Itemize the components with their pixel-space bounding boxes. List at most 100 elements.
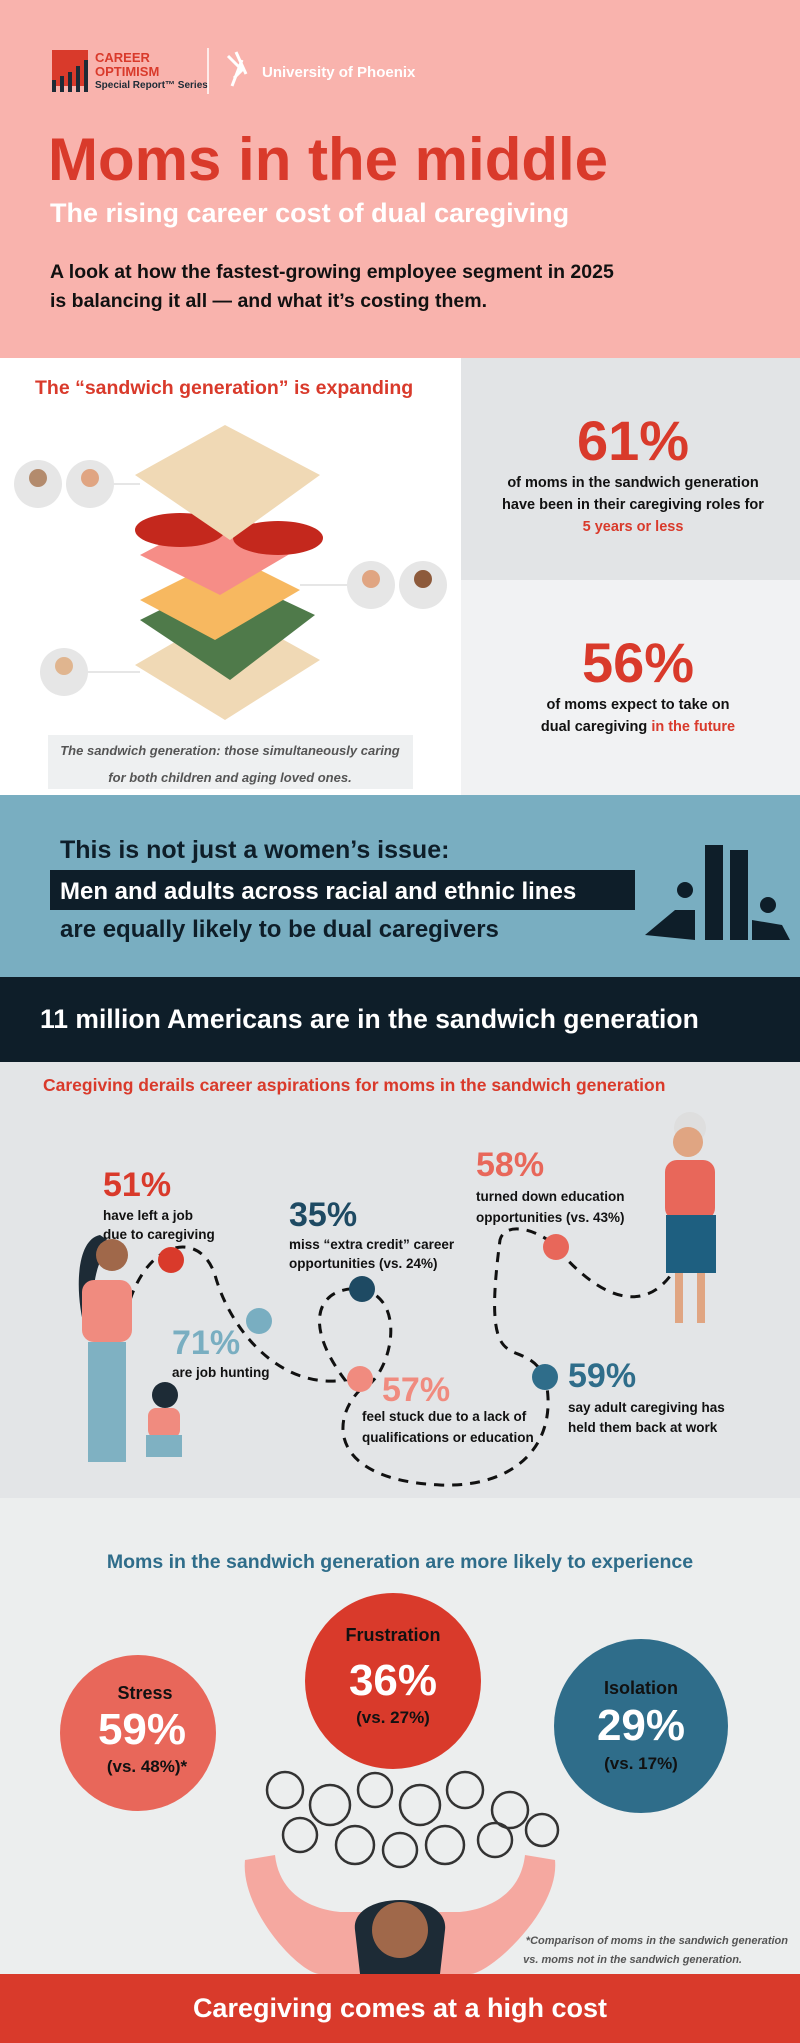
banner: 11 million Americans are in the sandwich…	[40, 1004, 699, 1034]
journey-path	[128, 1227, 682, 1487]
emotion-label: Frustration	[345, 1625, 440, 1645]
equality-line: This is not just a women’s issue:	[60, 836, 449, 864]
partner-logo	[226, 51, 248, 87]
dot	[543, 1234, 569, 1260]
stat-text: have been in their caregiving roles for	[502, 497, 764, 513]
emotion-label: Stress	[117, 1683, 172, 1703]
scribble	[381, 1831, 419, 1869]
intro-line: A look at how the fastest-growing employ…	[50, 261, 614, 283]
stat-highlight: in the future	[651, 719, 735, 735]
scribbles	[265, 1770, 560, 1869]
brand-line: OPTIMISM	[95, 64, 159, 79]
icon-part	[677, 882, 693, 898]
mother-child-illustration	[78, 1235, 182, 1462]
intro-line: is balancing it all — and what it’s cost…	[50, 290, 487, 312]
career-text: are job hunting	[172, 1365, 270, 1380]
child-skirt	[146, 1435, 182, 1457]
scribble	[308, 1783, 352, 1827]
emotion-value: 59%	[98, 1705, 186, 1754]
avatar-face	[362, 570, 380, 588]
dot	[349, 1276, 375, 1302]
scribble	[445, 1770, 485, 1810]
head	[673, 1127, 703, 1157]
avatar-face	[55, 657, 73, 675]
avatar-face	[414, 570, 432, 588]
career-text: miss “extra credit” career	[289, 1237, 455, 1252]
scribble	[356, 1771, 394, 1809]
dot	[532, 1364, 558, 1390]
icon-part	[760, 897, 776, 913]
leg	[675, 1273, 683, 1323]
skirt	[666, 1215, 716, 1273]
cheese	[140, 555, 300, 640]
stat-text: of moms in the sandwich generation	[507, 475, 758, 491]
caption: for both children and aging loved ones.	[108, 770, 351, 785]
highlight-box	[50, 870, 635, 910]
stat-highlight: 5 years or less	[583, 519, 684, 535]
footnote: *Comparison of moms in the sandwich gene…	[526, 1935, 788, 1947]
stat-text: dual caregiving in the future	[541, 719, 735, 735]
icon-part	[730, 850, 748, 940]
isolation-circle	[554, 1639, 728, 1813]
shirt	[82, 1280, 132, 1342]
career-text: feel stuck due to a lack of	[362, 1409, 527, 1424]
career-value: 59%	[568, 1357, 636, 1395]
child-shirt	[148, 1408, 180, 1438]
career-text: opportunities (vs. 43%)	[476, 1210, 625, 1225]
emotion-value: 29%	[597, 1701, 685, 1750]
scribble	[490, 1790, 530, 1830]
child-hair	[152, 1382, 178, 1408]
brand-line: CAREER	[95, 50, 151, 65]
logo-bar	[60, 76, 64, 92]
scribble	[524, 1812, 560, 1848]
career-value: 51%	[103, 1166, 171, 1204]
head	[96, 1239, 128, 1271]
pants	[88, 1342, 126, 1462]
scribble	[265, 1770, 305, 1810]
icon-part	[705, 845, 723, 940]
emotion-comparison: (vs. 17%)	[604, 1754, 678, 1773]
career-text: qualifications or education	[362, 1430, 534, 1445]
career-text: opportunities (vs. 24%)	[289, 1256, 438, 1271]
section-heading: Caregiving derails career aspirations fo…	[43, 1075, 665, 1095]
footer-text: Caregiving comes at a high cost	[193, 1993, 607, 2023]
brand-series: Special Report™ Series	[95, 80, 208, 91]
shirt	[665, 1160, 715, 1220]
footnote: vs. moms not in the sandwich generation.	[523, 1954, 742, 1966]
tomato	[135, 513, 225, 547]
subtitle: The rising career cost of dual caregivin…	[50, 198, 569, 228]
section-heading: The “sandwich generation” is expanding	[35, 377, 413, 399]
brand-logo	[52, 50, 88, 92]
header-bg	[0, 0, 800, 358]
stat-value: 61%	[577, 409, 689, 472]
career-text: have left a job	[103, 1208, 193, 1223]
frustration-circle	[305, 1593, 481, 1769]
icon-part	[752, 920, 790, 940]
elder-illustration	[665, 1112, 716, 1323]
career-text: held them back at work	[568, 1420, 718, 1435]
face	[372, 1902, 428, 1958]
logo-bar	[84, 60, 88, 92]
caption: The sandwich generation: those simultane…	[60, 743, 400, 758]
stat-bg	[461, 358, 800, 580]
sandwich-illustration	[14, 425, 447, 720]
leg	[697, 1273, 705, 1323]
tomato	[233, 521, 323, 555]
career-value: 35%	[289, 1196, 357, 1234]
scribble	[424, 1824, 466, 1866]
icon-part	[645, 910, 695, 940]
equality-highlight: Men and adults across racial and ethnic …	[60, 878, 576, 905]
stat-text: of moms expect to take on	[547, 697, 730, 713]
banner-bg	[0, 977, 800, 1062]
avatar-face	[29, 469, 47, 487]
scribble	[281, 1816, 319, 1854]
stat-value: 56%	[582, 631, 694, 694]
dot	[347, 1366, 373, 1392]
dot	[158, 1247, 184, 1273]
career-value: 58%	[476, 1146, 544, 1184]
career-value: 57%	[382, 1371, 450, 1409]
logo-bar	[76, 66, 80, 92]
scribble	[398, 1783, 442, 1827]
caption-bg	[48, 735, 413, 789]
caregivers-icon	[645, 845, 790, 940]
